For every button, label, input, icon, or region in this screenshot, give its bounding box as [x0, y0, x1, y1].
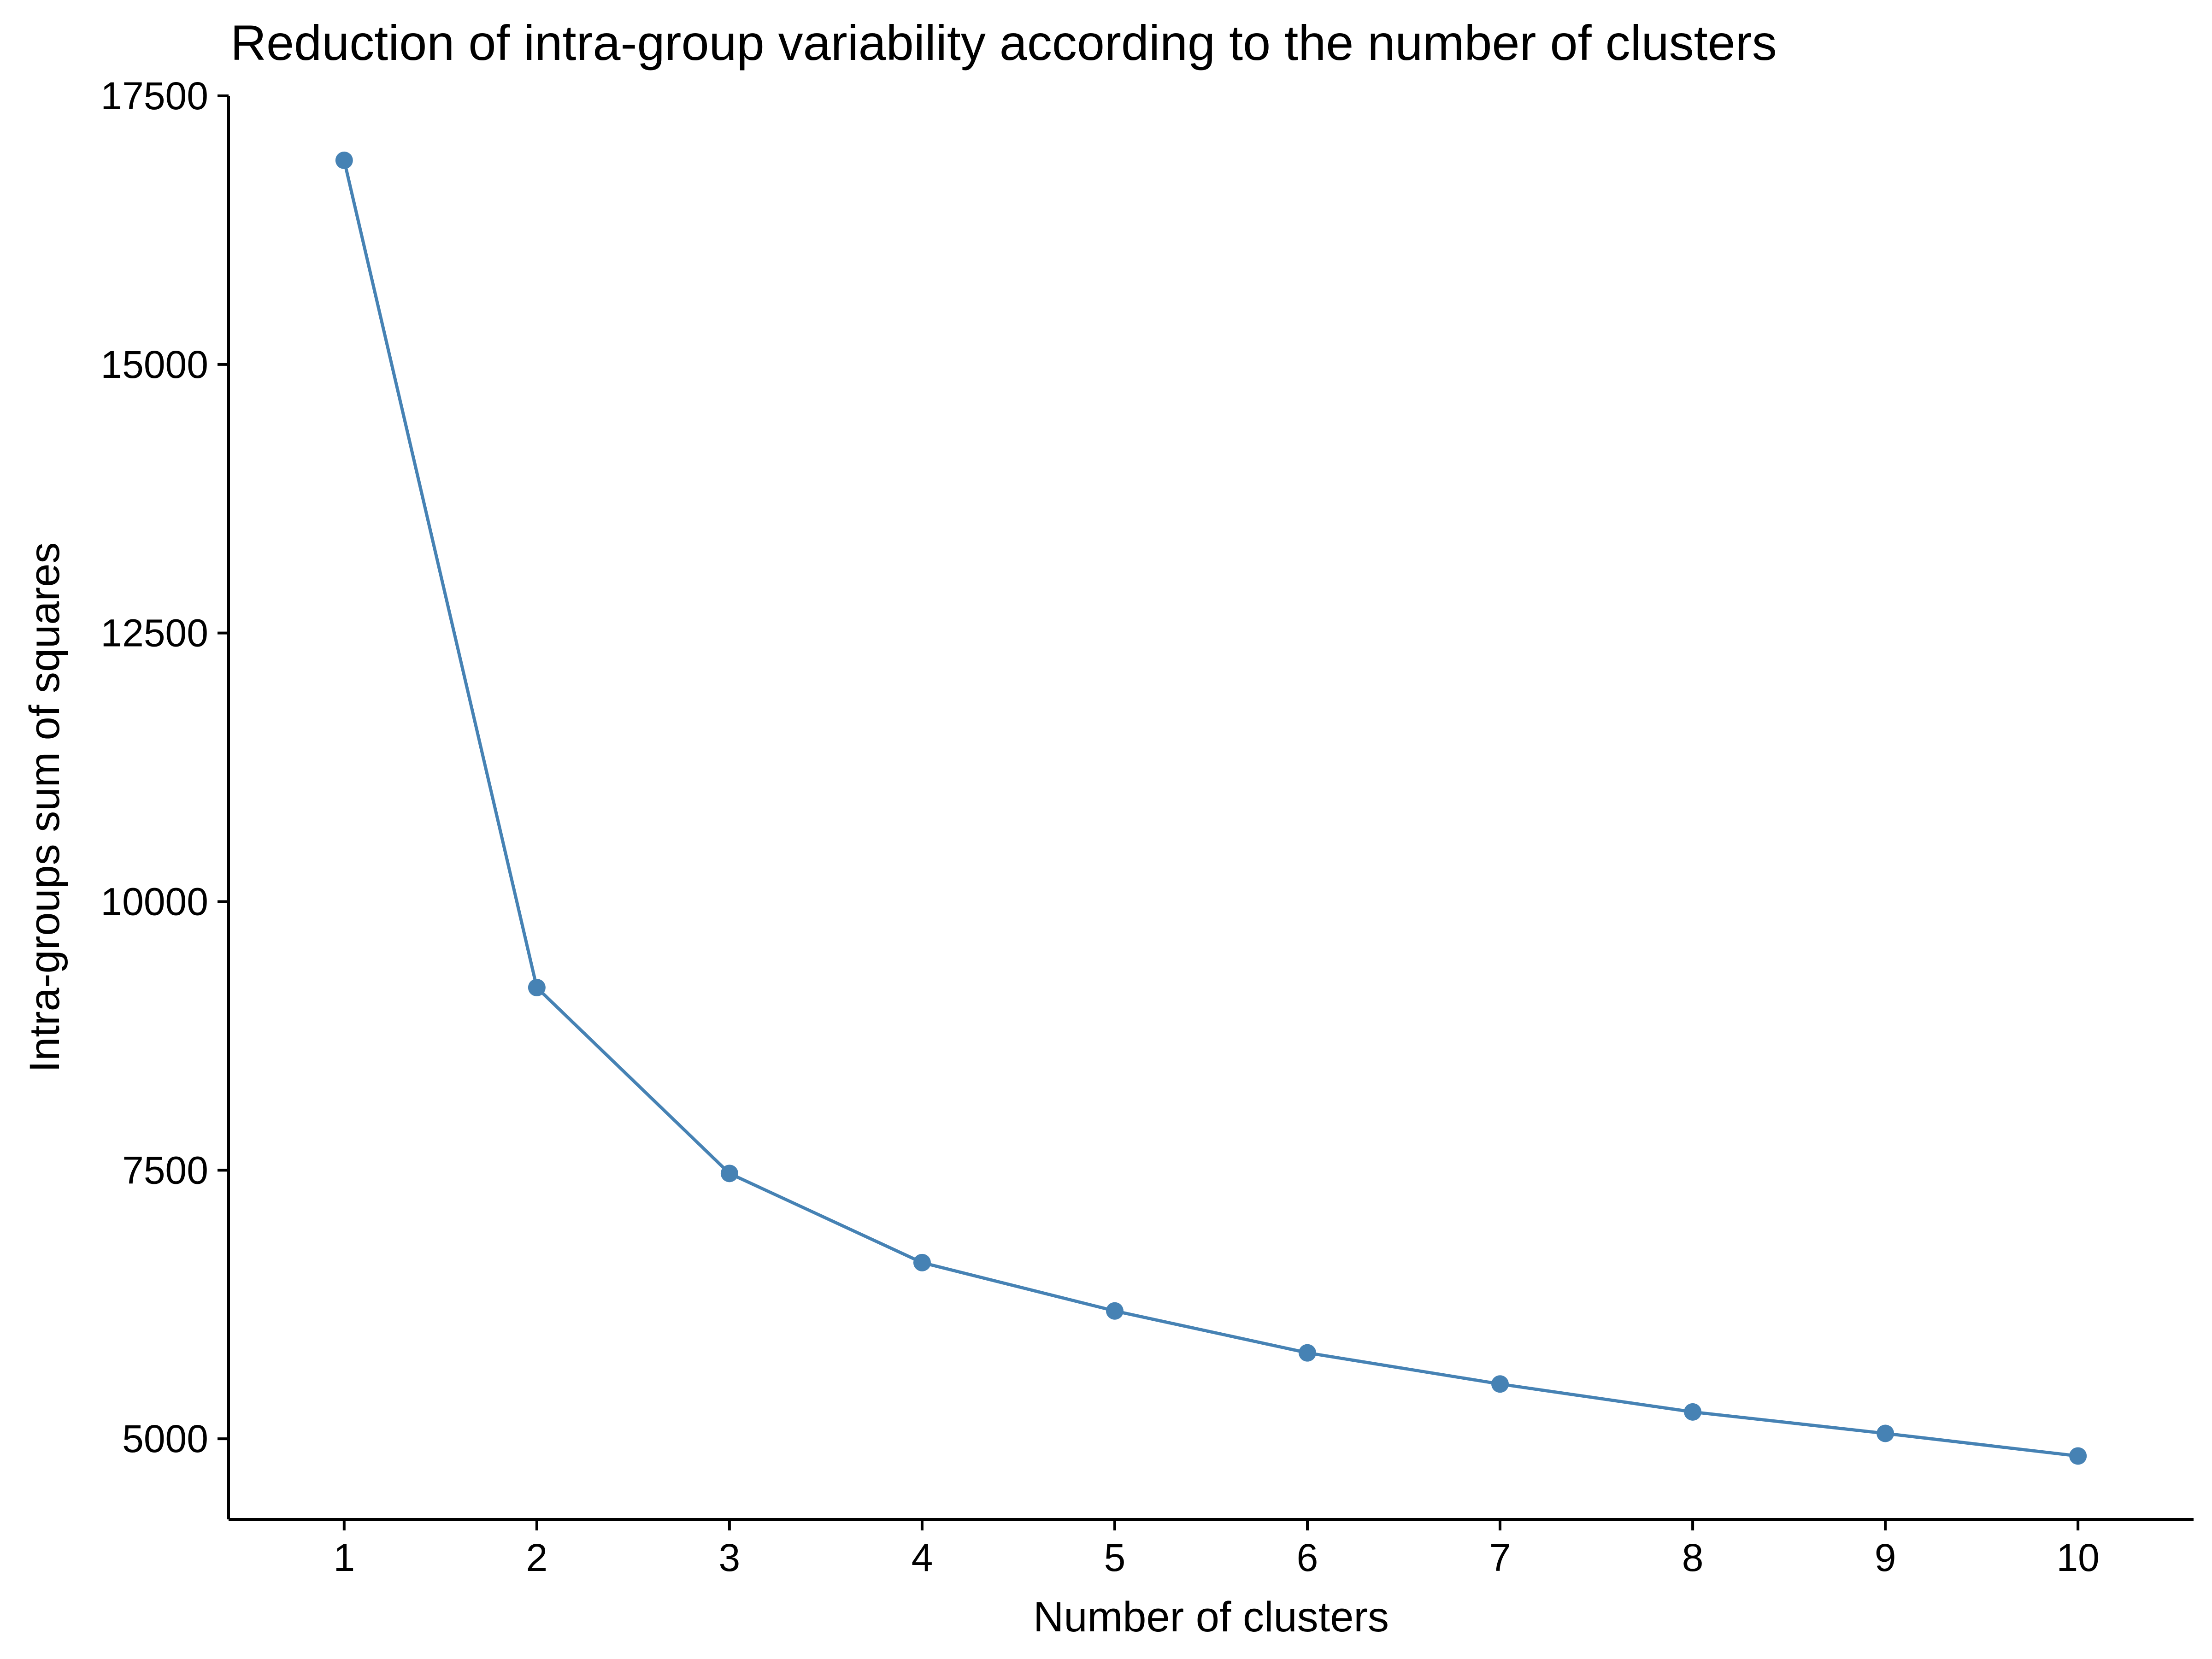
- x-tick-label: 6: [1297, 1536, 1318, 1579]
- chart-title: Reduction of intra-group variability acc…: [230, 15, 1777, 71]
- x-tick-label: 2: [526, 1536, 548, 1579]
- series-line: [342, 159, 2080, 1458]
- x-tick-label: 9: [1875, 1536, 1896, 1579]
- x-tick-label: 4: [912, 1536, 933, 1579]
- y-axis-ticks: 5000 7500 10000 12500 15000 17500: [100, 74, 229, 1460]
- data-point: [528, 978, 546, 996]
- plot-area: [335, 151, 2087, 1465]
- data-point: [1106, 1302, 1124, 1320]
- data-point: [720, 1165, 738, 1182]
- data-point: [1299, 1344, 1317, 1362]
- x-tick-label: 1: [333, 1536, 355, 1579]
- y-tick-label: 17500: [100, 74, 208, 118]
- x-tick-label: 10: [2056, 1536, 2099, 1579]
- x-tick-label: 7: [1489, 1536, 1511, 1579]
- x-tick-label: 3: [719, 1536, 741, 1579]
- data-point: [913, 1253, 931, 1271]
- y-tick-label: 7500: [122, 1148, 208, 1192]
- x-tick-label: 8: [1682, 1536, 1704, 1579]
- y-tick-label: 5000: [122, 1417, 208, 1460]
- y-tick-label: 10000: [100, 880, 208, 923]
- y-tick-label: 15000: [100, 343, 208, 386]
- x-tick-label: 5: [1104, 1536, 1126, 1579]
- x-axis-title: Number of clusters: [1033, 1594, 1389, 1641]
- x-axis-ticks: 1 2 3 4 5 6 7 8 9 10: [333, 1519, 2100, 1579]
- data-point: [1491, 1375, 1509, 1393]
- data-point: [2069, 1447, 2087, 1465]
- y-tick-label: 12500: [100, 612, 208, 655]
- data-point: [1684, 1403, 1702, 1421]
- data-point: [335, 151, 353, 169]
- y-axis-title: Intra-groups sum of squares: [21, 542, 68, 1073]
- data-point: [1877, 1424, 1894, 1442]
